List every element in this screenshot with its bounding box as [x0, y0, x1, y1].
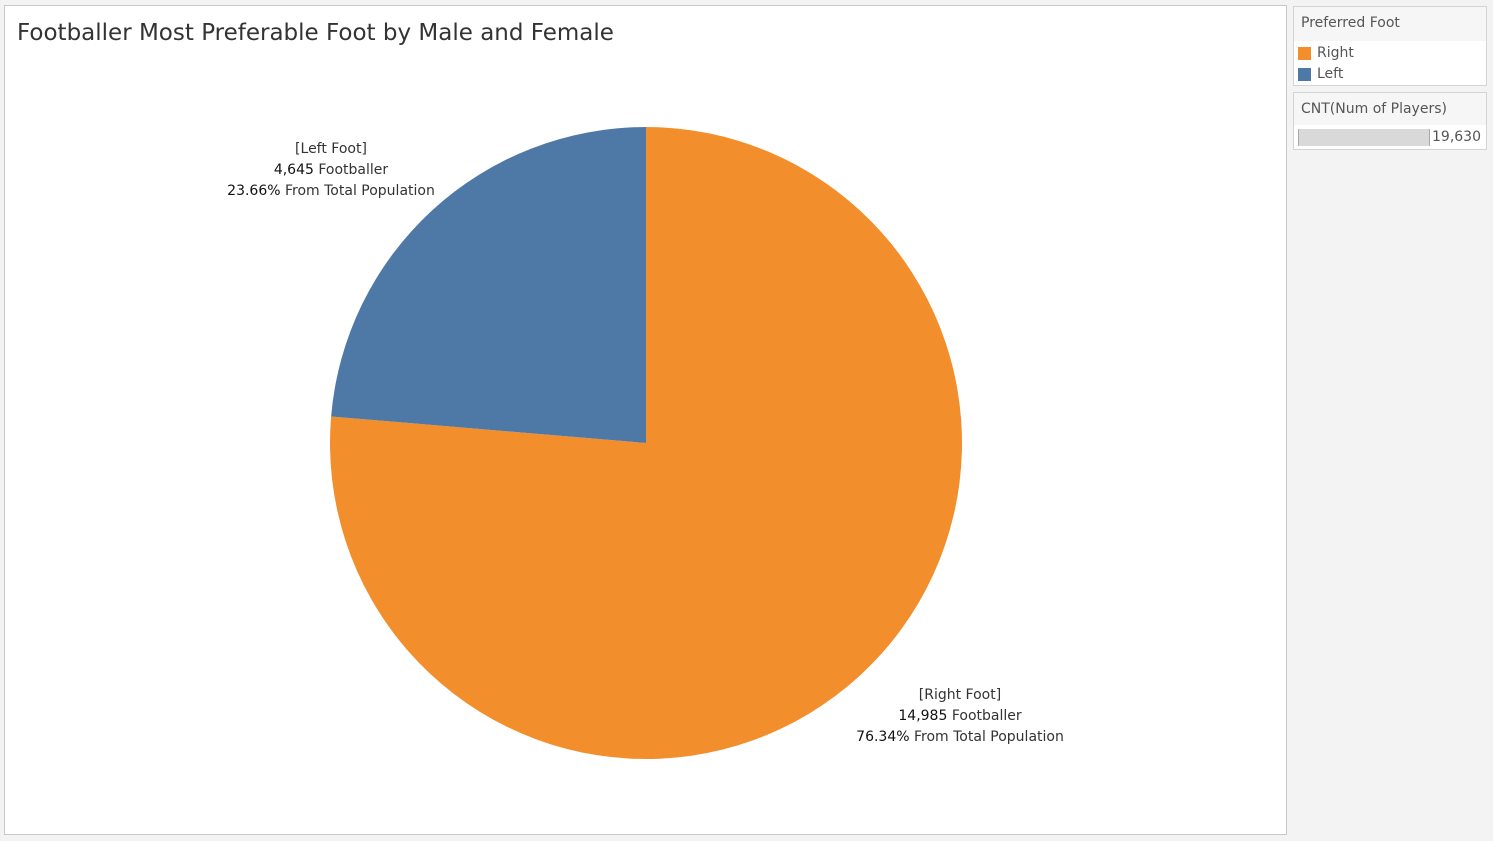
legend-item-left[interactable]: Left — [1298, 65, 1343, 83]
pie-slice-left[interactable] — [331, 127, 646, 443]
legend-title: Preferred Foot — [1301, 15, 1400, 31]
right-foot-label: [Right Foot] 14,985 Footballer 76.34% Fr… — [851, 685, 1069, 748]
left-foot-count: 4,645 — [273, 162, 314, 178]
right-foot-pct: 76.34% — [856, 729, 910, 745]
right-foot-name: [Right Foot] — [918, 687, 1002, 703]
left-foot-name: [Left Foot] — [295, 141, 367, 157]
legend-label-right: Right — [1317, 45, 1354, 61]
legend-label-left: Left — [1317, 66, 1344, 82]
legend-swatch-left — [1298, 67, 1311, 81]
left-foot-count-suffix: Footballer — [313, 162, 389, 178]
legend-item-right[interactable]: Right — [1298, 44, 1354, 62]
size-legend-max-value: 19,630 — [1432, 129, 1481, 145]
size-legend-bar — [1298, 129, 1430, 146]
left-foot-label: [Left Foot] 4,645 Footballer 23.66% From… — [225, 139, 437, 202]
pie-slice-right[interactable] — [329, 127, 962, 760]
color-legend: Preferred Foot Right Left — [1293, 6, 1487, 86]
size-legend-title: CNT(Num of Players) — [1301, 101, 1447, 117]
chart-panel: Footballer Most Preferable Foot by Male … — [4, 5, 1287, 835]
right-foot-pct-suffix: From Total Population — [909, 729, 1064, 745]
size-legend-header — [1294, 93, 1486, 125]
chart-title: Footballer Most Preferable Foot by Male … — [17, 20, 614, 46]
right-foot-count-suffix: Footballer — [947, 708, 1022, 724]
legend-swatch-right — [1298, 46, 1311, 60]
pie-chart — [329, 127, 962, 760]
left-foot-pct: 23.66% — [227, 183, 281, 199]
left-foot-pct-suffix: From Total Population — [280, 183, 435, 199]
size-legend: CNT(Num of Players) 19,630 — [1293, 92, 1487, 150]
legend-header — [1294, 7, 1486, 41]
right-foot-count: 14,985 — [898, 708, 948, 724]
